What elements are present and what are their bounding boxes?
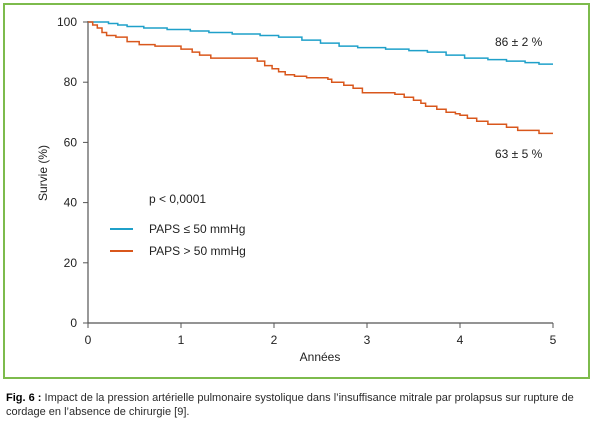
legend-label: PAPS ≤ 50 mmHg: [149, 222, 245, 236]
series-end-label: 63 ± 5 %: [495, 147, 543, 161]
caption-text: Impact de la pression artérielle pulmona…: [6, 392, 574, 418]
y-tick-label: 20: [64, 256, 78, 270]
survival-chart: 0 20 40 60 80 100 0 1 2 3 4 5 86 ± 2 % 63 ± 5 % PAPS…: [36, 15, 557, 364]
caption-label: Fig. 6 :: [6, 392, 42, 404]
x-tick-label: 3: [364, 333, 371, 347]
p-value-annotation: p < 0,0001: [149, 192, 206, 206]
series-layer: 86 ± 2 % 63 ± 5 %: [88, 21, 553, 161]
figure-frame: [3, 3, 590, 379]
series-end-label: 86 ± 2 %: [495, 35, 543, 49]
y-axis-label: Survie (%): [36, 145, 50, 201]
y-tick-label: 40: [64, 196, 78, 210]
y-tick-label: 60: [64, 135, 78, 149]
y-tick-label: 0: [70, 316, 77, 330]
x-tick-label: 4: [457, 333, 464, 347]
x-tick-label: 0: [85, 333, 92, 347]
axes: 0 20 40 60 80 100 0 1 2 3 4 5: [57, 15, 557, 347]
legend-label: PAPS > 50 mmHg: [149, 244, 246, 258]
x-axis-label: Années: [300, 350, 341, 364]
y-tick-label: 100: [57, 15, 77, 29]
x-tick-label: 2: [271, 333, 278, 347]
x-tick-label: 1: [178, 333, 185, 347]
series-line: [88, 21, 553, 65]
x-tick-label: 5: [550, 333, 557, 347]
y-tick-label: 80: [64, 75, 78, 89]
series-line: [88, 21, 553, 135]
legend: PAPS ≤ 50 mmHg PAPS > 50 mmHg: [110, 222, 246, 258]
figure-caption: Fig. 6 : Impact de la pression artériell…: [6, 391, 596, 419]
